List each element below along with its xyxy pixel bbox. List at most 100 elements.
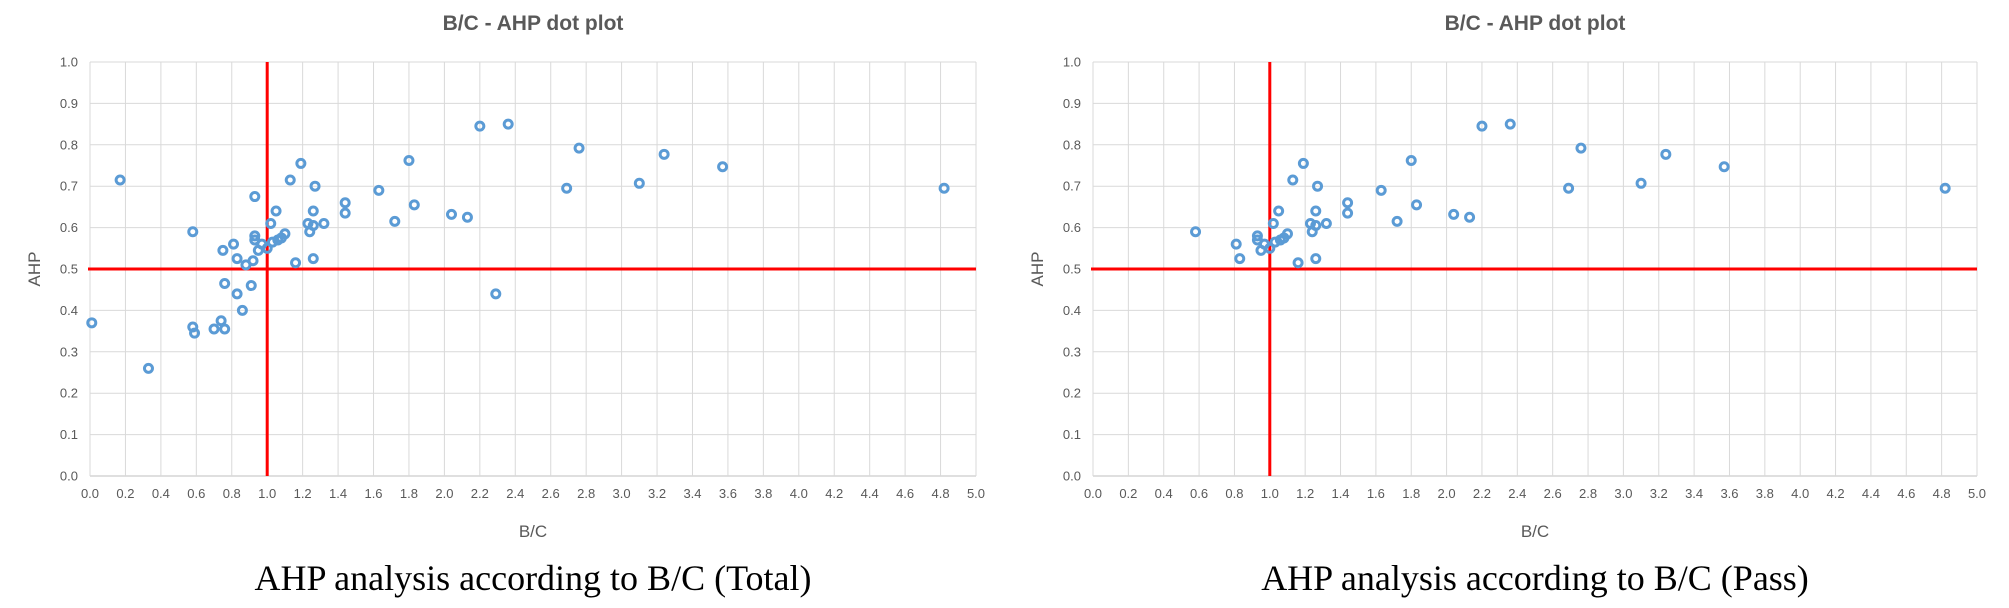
data-point (1297, 157, 1309, 169)
data-point (573, 142, 585, 154)
y-tick-label: 0.8 (60, 137, 78, 152)
x-tick-label: 0.8 (223, 486, 241, 501)
data-point (461, 211, 473, 223)
x-tick-label: 5.0 (967, 486, 985, 501)
x-tick-label: 3.4 (1685, 486, 1703, 501)
y-tick-label: 0.2 (60, 386, 78, 401)
x-tick-label: 4.4 (1862, 486, 1880, 501)
y-tick-label: 1.0 (60, 55, 78, 70)
data-point (270, 205, 282, 217)
x-tick-label: 4.0 (790, 486, 808, 501)
data-point (236, 304, 248, 316)
chart-title: B/C - AHP dot plot (443, 12, 624, 35)
data-point (474, 120, 486, 132)
y-tick-label: 0.5 (1063, 262, 1081, 277)
data-point (309, 180, 321, 192)
data-point (938, 182, 950, 194)
data-point (219, 277, 231, 289)
y-tick-label: 0.0 (60, 469, 78, 484)
x-axis-label: B/C (1521, 522, 1549, 541)
data-point (1405, 155, 1417, 167)
data-point (633, 177, 645, 189)
x-tick-label: 0.0 (1084, 486, 1102, 501)
data-point (1281, 228, 1293, 240)
data-point (1312, 180, 1324, 192)
data-point (408, 199, 420, 211)
data-point (339, 207, 351, 219)
x-tick-label: 2.2 (471, 486, 489, 501)
data-point (1342, 197, 1354, 209)
x-tick-label: 1.2 (1296, 486, 1314, 501)
data-point (1292, 257, 1304, 269)
data-point (1476, 120, 1488, 132)
x-tick-label: 3.4 (683, 486, 701, 501)
data-point (1310, 253, 1322, 265)
y-tick-label: 0.3 (60, 344, 78, 359)
data-point (295, 157, 307, 169)
y-tick-label: 0.5 (60, 262, 78, 277)
x-tick-label: 2.2 (1473, 486, 1491, 501)
x-tick-label: 4.4 (861, 486, 879, 501)
data-point (1310, 205, 1322, 217)
data-point (389, 215, 401, 227)
data-point (219, 323, 231, 335)
data-point (217, 244, 229, 256)
data-point (279, 228, 291, 240)
x-tick-label: 0.2 (116, 486, 134, 501)
data-point (1575, 142, 1587, 154)
data-point (373, 184, 385, 196)
data-point (1718, 161, 1730, 173)
x-tick-label: 0.4 (152, 486, 170, 501)
data-point (490, 288, 502, 300)
data-point (561, 182, 573, 194)
x-tick-label: 1.0 (258, 486, 276, 501)
data-point (1660, 148, 1672, 160)
data-point (445, 208, 457, 220)
chart-caption: AHP analysis according to B/C (Pass) (1261, 558, 1809, 598)
data-point (249, 230, 261, 242)
y-axis-label: AHP (1028, 252, 1047, 287)
y-tick-label: 0.9 (60, 96, 78, 111)
x-tick-label: 3.6 (1720, 486, 1738, 501)
data-point (307, 253, 319, 265)
y-tick-label: 0.0 (1063, 469, 1081, 484)
data-point (307, 220, 319, 232)
data-point (86, 317, 98, 329)
x-tick-label: 4.2 (825, 486, 843, 501)
y-tick-label: 0.2 (1063, 386, 1081, 401)
y-tick-label: 0.1 (1063, 427, 1081, 442)
data-point (717, 161, 729, 173)
y-tick-label: 1.0 (1063, 55, 1081, 70)
data-point (208, 323, 220, 335)
x-tick-label: 2.4 (506, 486, 524, 501)
x-tick-label: 0.6 (187, 486, 205, 501)
data-point (284, 174, 296, 186)
x-tick-label: 0.6 (1190, 486, 1208, 501)
data-point (1411, 199, 1423, 211)
data-point (1287, 174, 1299, 186)
x-tick-label: 2.6 (1544, 486, 1562, 501)
data-point (1273, 205, 1285, 217)
x-tick-label: 4.8 (932, 486, 950, 501)
x-tick-label: 1.6 (1367, 486, 1385, 501)
x-tick-label: 4.6 (896, 486, 914, 501)
x-tick-label: 0.2 (1119, 486, 1137, 501)
data-point (658, 148, 670, 160)
chart-caption: AHP analysis according to B/C (Total) (254, 558, 811, 598)
data-point (1391, 215, 1403, 227)
data-point (1464, 211, 1476, 223)
data-point (307, 205, 319, 217)
x-tick-label: 2.0 (1438, 486, 1456, 501)
x-tick-label: 2.8 (577, 486, 595, 501)
y-tick-label: 0.4 (1063, 303, 1081, 318)
data-point (265, 217, 277, 229)
x-tick-label: 3.6 (719, 486, 737, 501)
chart-pass: B/C - AHP dot plot B/C AHP AHP analysis … (1028, 12, 1986, 598)
y-tick-label: 0.3 (1063, 344, 1081, 359)
data-point (1190, 226, 1202, 238)
data-point (403, 155, 415, 167)
data-point (231, 288, 243, 300)
x-tick-label: 4.6 (1897, 486, 1915, 501)
data-point (1504, 118, 1516, 130)
x-tick-label: 2.8 (1579, 486, 1597, 501)
